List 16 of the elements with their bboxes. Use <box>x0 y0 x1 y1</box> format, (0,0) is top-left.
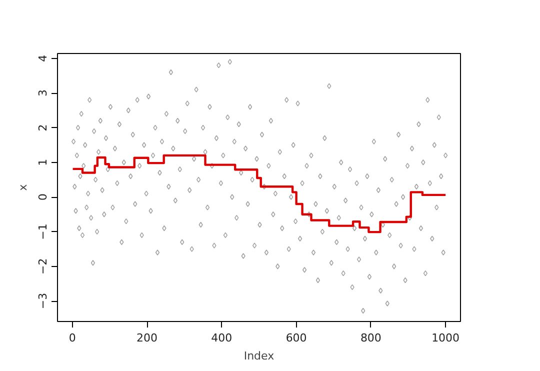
x-tick-label: 400 <box>211 332 232 344</box>
x-tick-label: 200 <box>136 332 158 344</box>
x-tick-label: 800 <box>360 332 382 344</box>
x-tick-label: 1000 <box>432 332 460 344</box>
y-tick-label: −3 <box>36 292 50 310</box>
y-tick-label: 4 <box>36 54 50 62</box>
y-tick-label: 3 <box>36 90 50 97</box>
y-tick-label: 1 <box>36 158 50 166</box>
y-tick-label: −1 <box>36 224 50 240</box>
x-axis-title: Index <box>244 350 275 362</box>
y-tick-label: 2 <box>36 124 50 132</box>
x-tick-label: 600 <box>286 332 307 344</box>
y-tick-label: −2 <box>36 258 50 274</box>
y-tick-label: 0 <box>36 194 50 201</box>
y-axis-title: x <box>16 184 30 191</box>
x-tick-label: 0 <box>68 332 76 344</box>
